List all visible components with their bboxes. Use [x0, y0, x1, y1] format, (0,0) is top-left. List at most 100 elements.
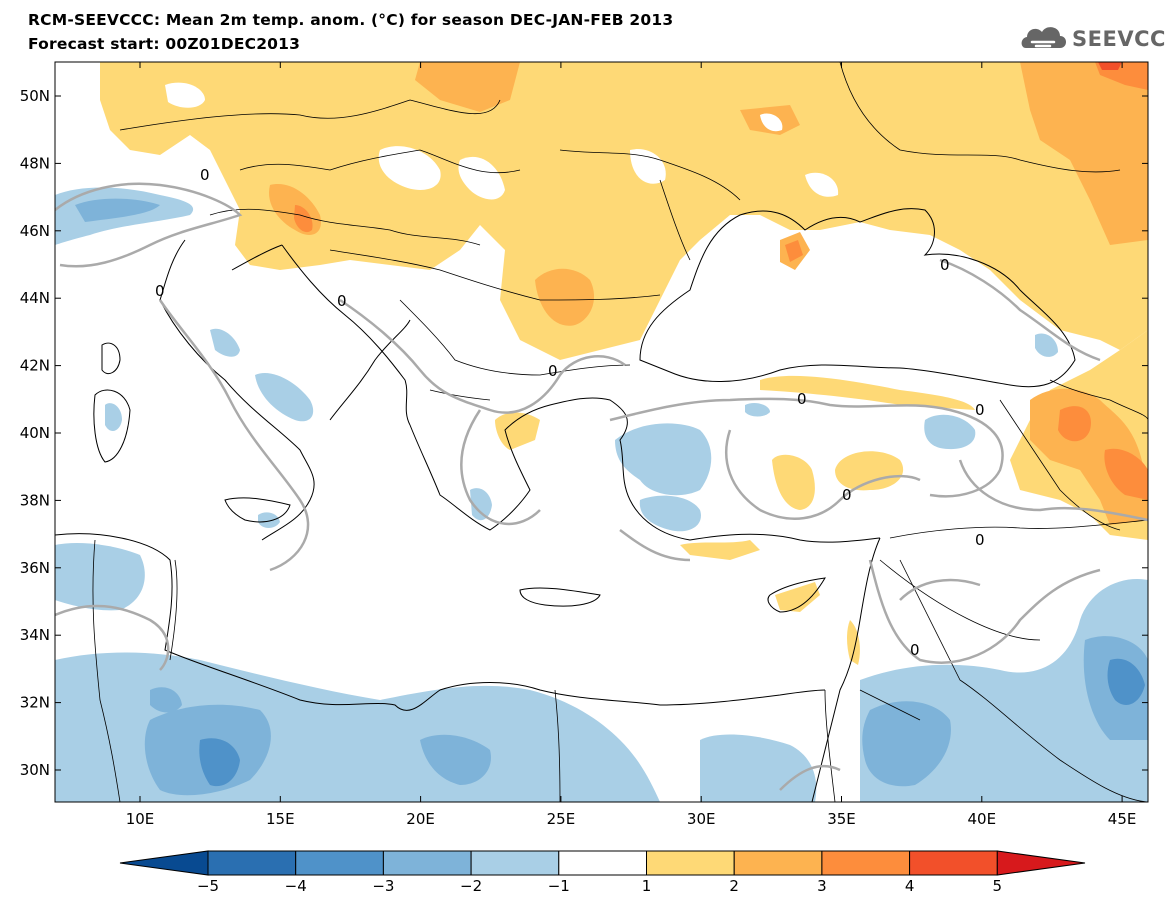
- cloud-icon: [1021, 27, 1066, 48]
- warm-anomaly-fields: [100, 62, 1148, 665]
- cold-anomaly-blacksea-se: [1035, 333, 1058, 357]
- colorbar-label: 5: [993, 877, 1003, 895]
- adriatic-coast: [281, 244, 411, 426]
- warm-anomaly-cyprus: [775, 582, 820, 612]
- warm-anomaly-anatolia-2: [772, 454, 815, 510]
- contour-label: 0: [797, 390, 807, 408]
- colorbar-cell: [821, 850, 911, 876]
- latitude-axis: 50N 48N 46N 44N 42N 40N 38N 36N 34N 32N 30N: [20, 87, 1148, 779]
- colorbar-cell: [733, 850, 823, 876]
- colorbar-cell: [558, 850, 647, 876]
- lon-label: 45E: [1108, 810, 1137, 828]
- crete: [519, 587, 601, 607]
- colorbar-label: −4: [285, 877, 307, 895]
- cold-anomaly-fields: [55, 187, 1148, 802]
- cold-anomaly-turkey-west: [615, 423, 712, 496]
- forecast-start: Forecast start: 00Z01DEC2013: [28, 35, 301, 53]
- map-frame: [54, 61, 1149, 803]
- cold-anomaly-turkey-center: [745, 402, 770, 417]
- warm-anomaly-alps-core: [294, 205, 313, 233]
- cold-anomaly-turkey-sw: [639, 495, 701, 532]
- cold-anomaly-arabia-core-3: [1107, 658, 1145, 705]
- lat-label: 42N: [20, 357, 50, 375]
- contour-label: 0: [842, 486, 852, 504]
- warm-anomaly-crimea-core: [785, 240, 803, 262]
- cold-anomaly-arabia-core: [862, 701, 951, 787]
- lat-label: 32N: [20, 694, 50, 712]
- colorbar: −5 −4 −3 −2 −1 1 2 3 4 5: [119, 850, 1086, 895]
- lon-label: 30E: [687, 810, 716, 828]
- cold-anomaly-alps-core: [75, 198, 160, 222]
- cold-anomaly-turkey-east: [924, 414, 976, 450]
- warm-anomaly-southcaucasus-core: [1104, 448, 1148, 500]
- country-borders: [92, 62, 1148, 802]
- warm-anomaly-south-turkey: [680, 540, 760, 560]
- lat-label: 34N: [20, 626, 50, 644]
- lat-label: 38N: [20, 491, 50, 509]
- zero-contours: [55, 182, 1148, 791]
- coastlines: [55, 208, 1076, 802]
- cold-anomaly-italy: [255, 372, 314, 422]
- colorbar-label: 1: [642, 877, 652, 895]
- colorbar-label: −5: [197, 877, 219, 895]
- contour-labels: 0 0 0 0 0 0 0 0 0 0: [155, 166, 985, 659]
- colorbar-cell: [470, 850, 560, 876]
- cold-anomaly-greece: [470, 488, 492, 521]
- black-sea-coast: [639, 208, 1076, 388]
- lat-label: 46N: [20, 222, 50, 240]
- longitude-axis: 10E 15E 20E 25E 30E 35E 40E 45E: [126, 62, 1137, 828]
- lon-label: 20E: [406, 810, 435, 828]
- lon-label: 15E: [266, 810, 295, 828]
- cold-anomaly-libya-core-2: [199, 738, 240, 787]
- lat-label: 40N: [20, 424, 50, 442]
- contour-label: 0: [337, 292, 347, 310]
- logo-text: SEEVCCC: [1072, 27, 1165, 51]
- lat-label: 44N: [20, 289, 50, 307]
- colorbar-label: 4: [905, 877, 915, 895]
- colorbar-cell: [207, 850, 297, 876]
- greece-coast: [409, 397, 881, 543]
- contour-label: 0: [548, 362, 558, 380]
- warm-anomaly-north: [100, 62, 1148, 360]
- warm-anomaly-anatolia: [835, 451, 904, 491]
- cold-anomaly-italy-2: [210, 328, 240, 357]
- colorbar-min-arrow: [119, 850, 209, 876]
- colorbar-cell: [382, 850, 472, 876]
- cold-anomaly-corsica: [105, 403, 122, 432]
- contour-label: 0: [940, 256, 950, 274]
- contour-label: 0: [200, 166, 210, 184]
- lat-label: 30N: [20, 761, 50, 779]
- warm-anomaly-poland-core: [415, 62, 520, 112]
- colorbar-label: −1: [548, 877, 570, 895]
- cold-anomaly-algeria: [55, 543, 145, 611]
- colorbar-label: 2: [729, 877, 739, 895]
- cyprus: [767, 577, 826, 613]
- warm-anomaly-ne-hot: [1098, 62, 1122, 70]
- corsica: [101, 342, 121, 375]
- levant-coast: [811, 537, 881, 802]
- cold-anomaly-tunisia: [150, 687, 182, 713]
- map-panel: 0 0 0 0 0 0 0 0 0 0: [55, 62, 1148, 802]
- warm-anomaly-caucasus-core: [1058, 406, 1091, 442]
- lon-label: 40E: [968, 810, 997, 828]
- warm-anomaly-greece: [495, 412, 540, 450]
- colorbar-cell: [909, 850, 998, 876]
- contour-label: 0: [975, 531, 985, 549]
- lon-label: 35E: [827, 810, 856, 828]
- cold-anomaly-egypt-west: [555, 722, 592, 757]
- cold-anomaly-egypt-east: [700, 734, 817, 802]
- contour-label: 0: [975, 401, 985, 419]
- colorbar-label: −2: [460, 877, 482, 895]
- warm-anomaly-ukraine-east: [1020, 62, 1148, 245]
- contour-label: 0: [155, 282, 165, 300]
- north-africa-coast: [55, 533, 826, 711]
- lat-label: 50N: [20, 87, 50, 105]
- colorbar-cell: [295, 850, 384, 876]
- italy-coast: [159, 239, 411, 541]
- warm-anomaly-romania: [535, 268, 595, 326]
- colorbar-label: −3: [372, 877, 394, 895]
- sardinia: [93, 389, 131, 463]
- cold-anomaly-egypt: [420, 734, 491, 785]
- colorbar-max-arrow: [996, 850, 1086, 876]
- lon-label: 25E: [547, 810, 576, 828]
